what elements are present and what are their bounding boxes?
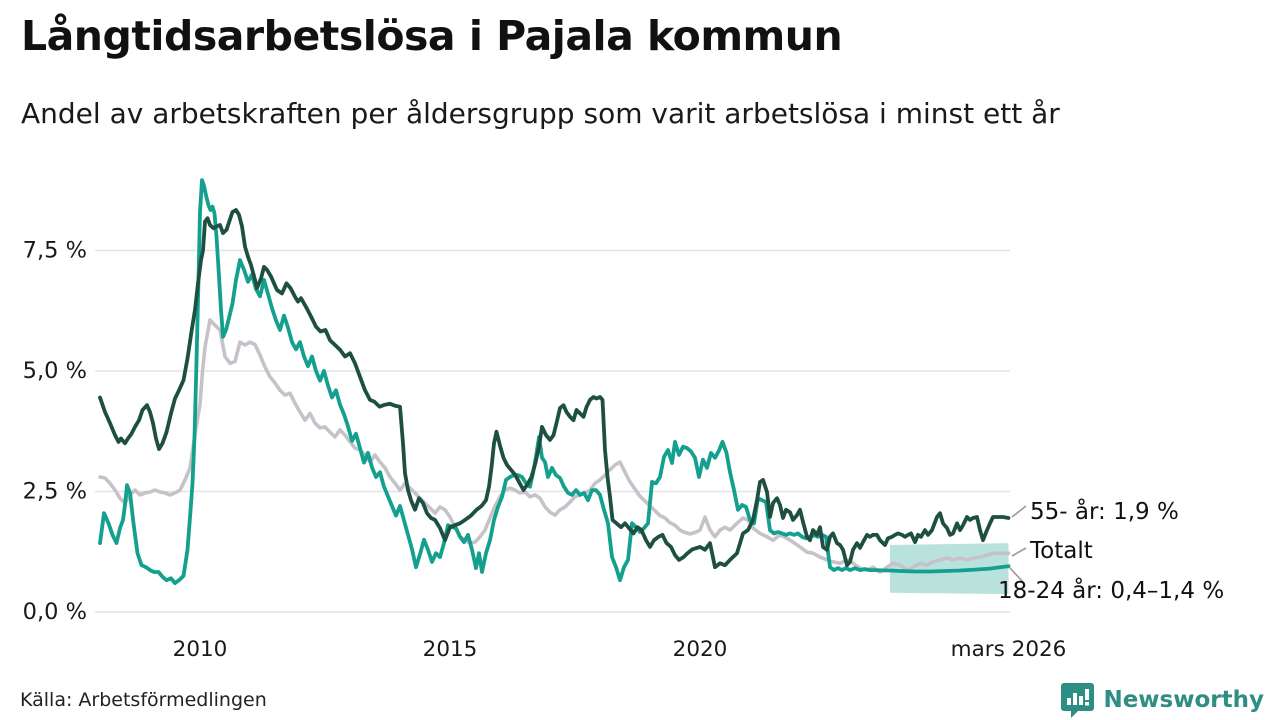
- y-tick-label: 5,0 %: [23, 358, 87, 384]
- x-tick-label: 2020: [673, 637, 728, 662]
- y-tick-label: 2,5 %: [23, 479, 87, 505]
- y-tick-label: 0,0 %: [23, 599, 87, 625]
- x-tick-label: 2010: [173, 637, 228, 662]
- newsworthy-logo: Newsworthy: [1060, 682, 1264, 718]
- page-title: Långtidsarbetslösa i Pajala kommun: [21, 12, 843, 60]
- series-line-totalt: [98, 318, 1011, 574]
- label-leader-lines: [1009, 505, 1027, 583]
- x-tick-label: mars 2026: [951, 637, 1067, 662]
- series-end-label-55: 55- år: 1,9 %: [1030, 499, 1179, 525]
- page-subtitle: Andel av arbetskraften per åldersgrupp s…: [21, 97, 1060, 130]
- series-lines: [98, 178, 1011, 585]
- series-line-18-24-r: [98, 178, 1011, 585]
- newsworthy-logo-icon: [1061, 683, 1095, 718]
- source-caption: Källa: Arbetsförmedlingen: [20, 689, 267, 711]
- series-end-label-totalt: Totalt: [1030, 538, 1093, 564]
- x-tick-label: 2015: [423, 637, 478, 662]
- series-line-55-r: [98, 208, 1011, 570]
- series-end-label-18-24: 18-24 år: 0,4–1,4 %: [998, 578, 1225, 604]
- y-tick-label: 7,5 %: [23, 238, 87, 264]
- axis-tick-labels: 0,0 % 2,5 % 5,0 % 7,5 % 2010 2015 2020 mars 202…: [23, 238, 1067, 663]
- newsworthy-logo-text: Newsworthy: [1103, 687, 1264, 713]
